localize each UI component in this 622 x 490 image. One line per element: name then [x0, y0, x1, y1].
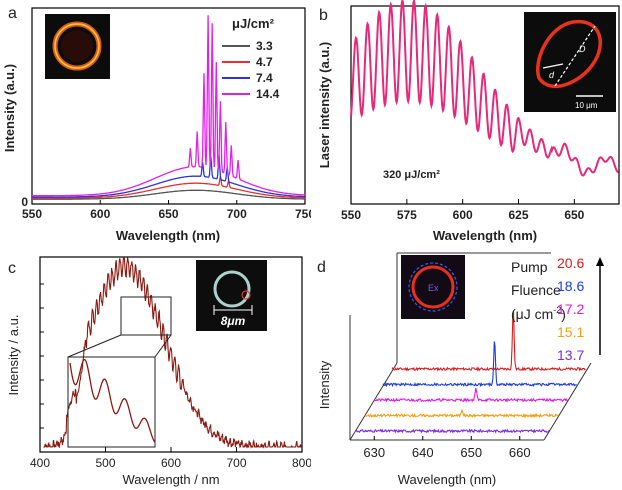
inset-label-d: d — [549, 70, 555, 80]
legend-label-a: 7.4 — [256, 71, 273, 85]
x-axis-label-b: Wavelength (nm) — [433, 228, 537, 243]
x-axis-label-c: Wavelength / nm — [122, 472, 219, 487]
panel-c: c 400 500 600 700 800 8μm Wavelength / nm In… — [0, 245, 311, 490]
zoom-detail-line-c — [69, 358, 156, 443]
x-tick-label-d: 650 — [460, 445, 482, 460]
annotation-b: 320 μJ/cm² — [383, 169, 440, 181]
x-axis-label-a: Wavelength (nm) — [116, 228, 220, 243]
x-tick-label-c: 600 — [161, 456, 181, 470]
y-tick-label-a: 0 — [21, 195, 28, 209]
legend-label-a: 3.3 — [256, 39, 273, 53]
series-line-d-13.7 — [355, 428, 550, 434]
x-tick-label-a: 700 — [227, 207, 247, 221]
inset-ring-image-a — [45, 14, 110, 79]
x-tick-label-a: 650 — [158, 207, 178, 221]
x-tick-label-b: 550 — [341, 208, 361, 222]
y-axis-label-b: Laser intensity (a.u.) — [317, 42, 332, 168]
inset-label-ex: Ex — [428, 283, 439, 293]
y-axis-label-d: Intensity — [317, 360, 332, 409]
series-line-d-15.1 — [364, 408, 559, 419]
chart-b: b 550 575 600 625 650 320 μJ/cm² D d 10 μm W… — [317, 0, 620, 243]
series-line-b — [350, 0, 619, 177]
panel-b: b 550 575 600 625 650 320 μJ/cm² D d 10 μm W… — [311, 0, 622, 245]
legend-label-d: 18.6 — [557, 278, 584, 294]
panel-label-d: d — [317, 259, 326, 276]
inset-scale-c: 8μm — [221, 314, 246, 328]
panel-a: a 5506006507007500 μJ/cm² 3.34.77.414.4 … — [0, 0, 311, 245]
panel-label-a: a — [8, 5, 17, 22]
inset-ring-image-c: 8μm — [196, 260, 267, 331]
legend-title-d-line1: Pump — [511, 259, 548, 275]
zoom-region-box — [120, 296, 172, 336]
inset-scale-b: 10 μm — [575, 101, 598, 110]
chart-c: c 400 500 600 700 800 8μm Wavelength / nm In… — [6, 256, 311, 487]
inset-ring-image-d: Ex — [401, 255, 465, 319]
x-tick-label-c: 800 — [292, 456, 311, 470]
legend-d: Pump Fluence (μJ cm-2) 20.6 18.6 17.2 15.1 1… — [511, 255, 604, 363]
x-tick-label-b: 575 — [397, 208, 417, 222]
legend-label-d: 13.7 — [557, 347, 584, 363]
legend-title-d-line3: (μJ cm-2) — [511, 305, 566, 322]
legend-label-d: 17.2 — [557, 301, 584, 317]
y-axis-label-c: Intensity / a.u. — [6, 315, 21, 396]
plot-frame-d — [349, 252, 592, 441]
series-line-d-17.2 — [373, 387, 568, 403]
series-line-a-7.4 — [32, 155, 306, 198]
legend-title-a: μJ/cm² — [232, 16, 275, 31]
x-axis-label-d: Wavelength (nm) — [398, 472, 497, 487]
inset-label-D: D — [579, 44, 586, 54]
x-tick-label-d: 640 — [412, 445, 434, 460]
panel-label-c: c — [8, 260, 16, 277]
x-tick-label-c: 400 — [30, 456, 50, 470]
chart-a: a 5506006507007500 μJ/cm² 3.34.77.414.4 … — [2, 5, 311, 243]
legend-label-d: 15.1 — [557, 324, 584, 340]
x-tick-label-a: 750 — [295, 207, 311, 221]
x-tick-label-d: 660 — [509, 445, 531, 460]
legend-title-d-line2: Fluence — [511, 282, 561, 298]
legend-label-a: 4.7 — [256, 55, 273, 69]
series-line-a-3.3 — [32, 189, 305, 200]
x-tick-label-a: 600 — [90, 207, 110, 221]
x-tick-label-c: 500 — [95, 456, 115, 470]
inset-droplet-image-b: D d 10 μm — [524, 12, 616, 112]
x-tick-label-b: 650 — [564, 208, 584, 222]
x-tick-label-d: 630 — [363, 445, 385, 460]
x-tick-label-a: 550 — [22, 207, 42, 221]
series-line-c — [43, 256, 303, 449]
series-line-d-20.6 — [391, 310, 586, 372]
chart-d: d 630 640 650 660 Ex Pump Fluence (μJ cm-2)… — [317, 252, 604, 487]
panel-d: d 630 640 650 660 Ex Pump Fluence (μJ cm-2)… — [311, 245, 622, 490]
x-tick-label-b: 600 — [453, 208, 473, 222]
legend-label-d: 20.6 — [557, 255, 584, 271]
series-line-d-18.6 — [382, 341, 577, 388]
legend-label-a: 14.4 — [256, 87, 280, 101]
y-axis-label-a: Intensity (a.u.) — [2, 64, 17, 152]
x-tick-label-c: 700 — [226, 456, 246, 470]
panel-label-b: b — [319, 7, 328, 24]
series-line-a-4.7 — [32, 176, 305, 199]
series-line-a-14.4 — [32, 15, 305, 197]
zoom-inset-box — [67, 356, 156, 448]
x-tick-label-b: 625 — [508, 208, 528, 222]
